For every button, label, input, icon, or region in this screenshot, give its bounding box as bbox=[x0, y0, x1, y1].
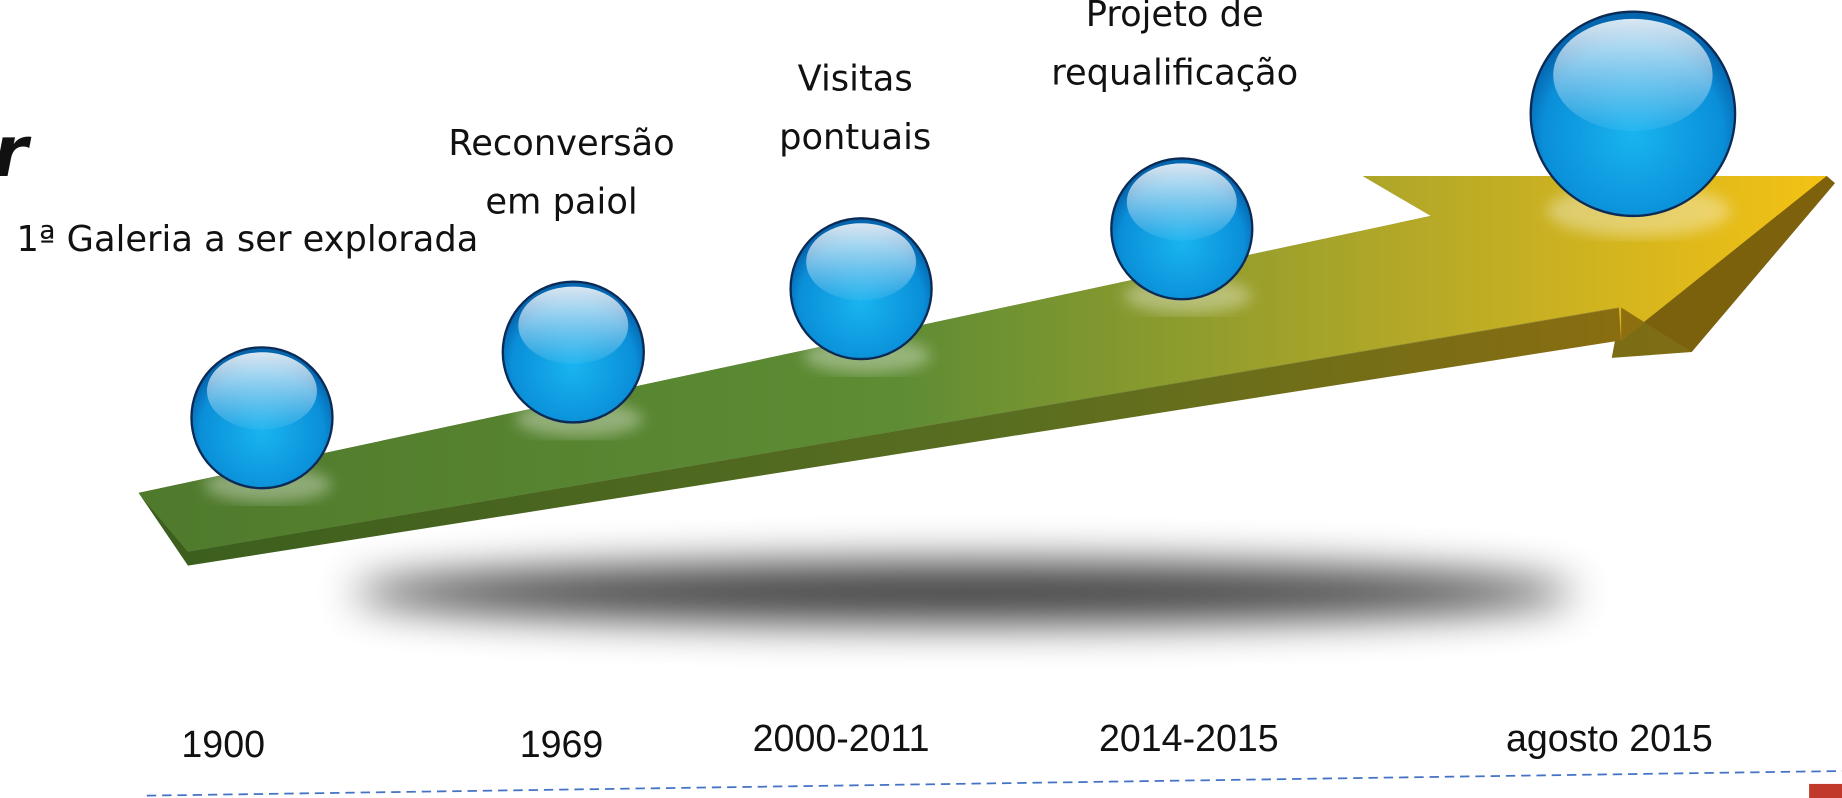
event-label: requalificação bbox=[1051, 53, 1298, 94]
event-label: Visitas bbox=[798, 58, 913, 99]
event-label: 1ª Galeria a ser explorada bbox=[16, 219, 478, 260]
event-date: 2000-2011 bbox=[753, 717, 930, 759]
event-label: pontuais bbox=[779, 117, 931, 158]
dashed-rule bbox=[147, 771, 1842, 796]
arrow-shadow bbox=[352, 562, 1574, 623]
page-marker bbox=[1809, 784, 1842, 798]
ball-highlight bbox=[1127, 163, 1237, 240]
event-date: 1900 bbox=[181, 723, 265, 765]
event-date: agosto 2015 bbox=[1506, 717, 1713, 759]
ball-highlight bbox=[806, 223, 916, 300]
event-label: Projeto de bbox=[1086, 0, 1264, 35]
event-date: 2014-2015 bbox=[1099, 717, 1279, 759]
event-label: em paiol bbox=[485, 182, 637, 223]
title-fragment: r bbox=[0, 111, 32, 193]
ball-highlight bbox=[1553, 19, 1712, 131]
event-date: 1969 bbox=[520, 723, 604, 765]
ball-highlight bbox=[518, 287, 628, 364]
timeline-slide: r 1ª Galeria a ser explorada 1900 Reconver… bbox=[0, 0, 1842, 798]
ball-highlight bbox=[207, 352, 317, 429]
event-label: Reconversão bbox=[448, 123, 674, 164]
